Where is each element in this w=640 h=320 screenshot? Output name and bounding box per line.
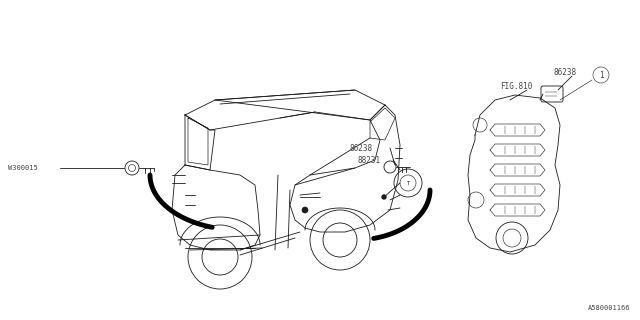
Text: W300015: W300015 — [8, 165, 38, 171]
Text: T: T — [406, 180, 410, 186]
Text: 86238: 86238 — [350, 143, 373, 153]
Text: 88231: 88231 — [358, 156, 381, 164]
Circle shape — [302, 207, 308, 213]
Text: 1: 1 — [598, 70, 604, 79]
Circle shape — [382, 195, 386, 199]
Text: A580001166: A580001166 — [588, 305, 630, 311]
Text: FIG.810: FIG.810 — [500, 82, 532, 91]
Text: 86238: 86238 — [554, 68, 577, 76]
